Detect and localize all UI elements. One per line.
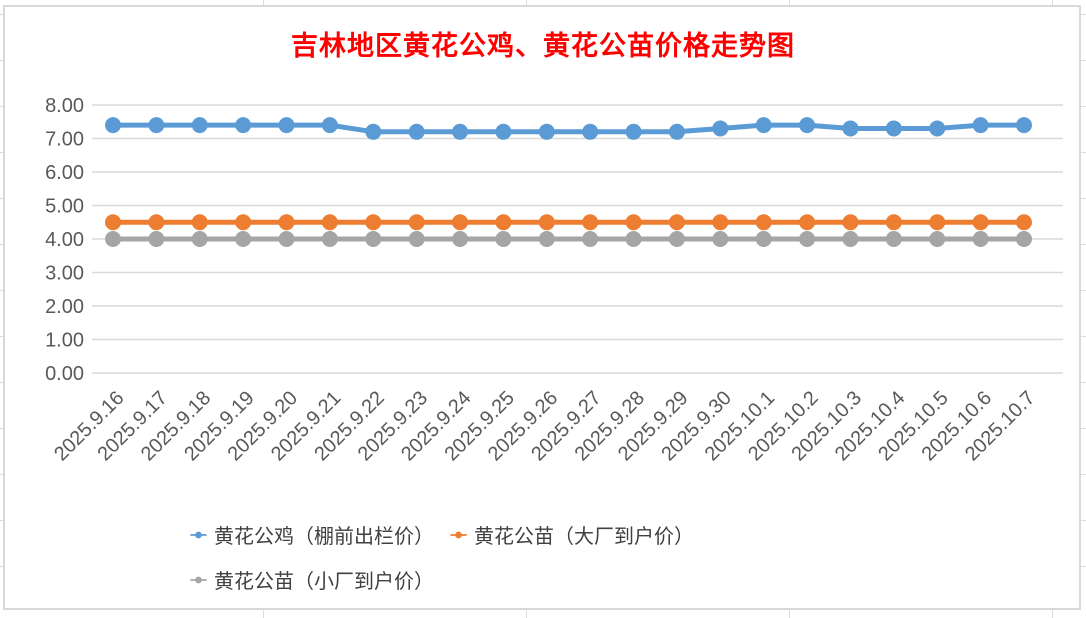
data-point	[148, 231, 165, 247]
data-point	[842, 231, 859, 247]
data-point	[929, 120, 946, 137]
data-point	[885, 231, 902, 247]
data-point	[105, 231, 121, 247]
data-point	[105, 214, 121, 231]
data-point	[191, 117, 208, 134]
data-point	[712, 231, 729, 247]
data-point	[842, 214, 859, 231]
data-point	[755, 214, 772, 231]
data-point	[1015, 117, 1032, 134]
data-point	[105, 117, 121, 134]
data-point	[278, 214, 295, 231]
data-point	[799, 231, 816, 247]
data-point	[625, 123, 642, 140]
data-point	[712, 120, 729, 137]
data-point	[929, 231, 946, 247]
data-point	[972, 231, 989, 247]
data-point	[191, 231, 208, 247]
data-point	[842, 120, 859, 137]
y-tick-label: 4.00	[45, 229, 84, 251]
data-point	[321, 117, 338, 134]
legend-item: 黄花公鸡（棚前出栏价）	[190, 520, 434, 549]
data-point	[321, 214, 338, 231]
data-point	[972, 117, 989, 134]
data-point	[755, 231, 772, 247]
data-point	[885, 120, 902, 137]
data-point	[278, 117, 295, 134]
data-point	[408, 214, 425, 231]
data-point	[668, 231, 685, 247]
data-point	[668, 214, 685, 231]
y-tick-label: 3.00	[45, 263, 84, 285]
data-point	[495, 214, 512, 231]
data-point	[625, 214, 642, 231]
data-point	[495, 231, 512, 247]
legend-item-label: 黄花公鸡（棚前出栏价）	[214, 526, 434, 548]
chart-frame[interactable]	[3, 5, 1081, 610]
legend-item-label: 黄花公苗（大厂到户价）	[474, 526, 694, 548]
series-line	[110, 122, 1027, 135]
y-tick-label: 6.00	[45, 162, 84, 184]
data-point	[755, 117, 772, 134]
data-point	[452, 231, 469, 247]
data-point	[452, 123, 469, 140]
y-tick-label: 1.00	[45, 330, 84, 352]
data-point	[799, 117, 816, 134]
y-tick-label: 5.00	[45, 196, 84, 218]
data-point	[408, 231, 425, 247]
y-tick-label: 7.00	[45, 129, 84, 151]
data-point	[235, 117, 252, 134]
data-point	[321, 231, 338, 247]
data-point	[929, 214, 946, 231]
y-tick-label: 2.00	[45, 296, 84, 318]
data-point	[625, 231, 642, 247]
data-point	[885, 214, 902, 231]
y-tick-label: 8.00	[45, 95, 84, 117]
legend-marker-icon	[190, 576, 207, 583]
data-point	[235, 214, 252, 231]
data-point	[972, 214, 989, 231]
data-point	[452, 214, 469, 231]
data-point	[582, 231, 599, 247]
data-point	[495, 123, 512, 140]
data-point	[365, 231, 382, 247]
chart-legend: 黄花公鸡（棚前出栏价） 黄花公苗（大厂到户价） 黄花公苗（小厂到户价）	[190, 520, 750, 594]
data-point	[278, 231, 295, 247]
legend-item-label: 黄花公苗（小厂到户价）	[214, 571, 434, 593]
legend-item: 黄花公苗（大厂到户价）	[450, 520, 694, 549]
legend-marker-icon	[190, 531, 207, 538]
y-tick-label: 0.00	[45, 363, 84, 385]
data-point	[538, 123, 555, 140]
legend-item: 黄花公苗（小厂到户价）	[190, 565, 434, 594]
data-point	[148, 214, 165, 231]
data-point	[538, 231, 555, 247]
data-point	[365, 123, 382, 140]
chart-title: 吉林地区黄花公鸡、黄花公苗价格走势图	[291, 31, 795, 61]
data-point	[191, 214, 208, 231]
data-point	[1015, 231, 1032, 247]
data-point	[712, 214, 729, 231]
data-point	[1015, 214, 1032, 231]
data-point	[365, 214, 382, 231]
legend-marker-icon	[450, 531, 467, 538]
data-point	[408, 123, 425, 140]
data-point	[582, 214, 599, 231]
data-point	[538, 214, 555, 231]
data-point	[799, 214, 816, 231]
data-point	[582, 123, 599, 140]
data-point	[668, 123, 685, 140]
data-point	[235, 231, 252, 247]
data-point	[148, 117, 165, 134]
